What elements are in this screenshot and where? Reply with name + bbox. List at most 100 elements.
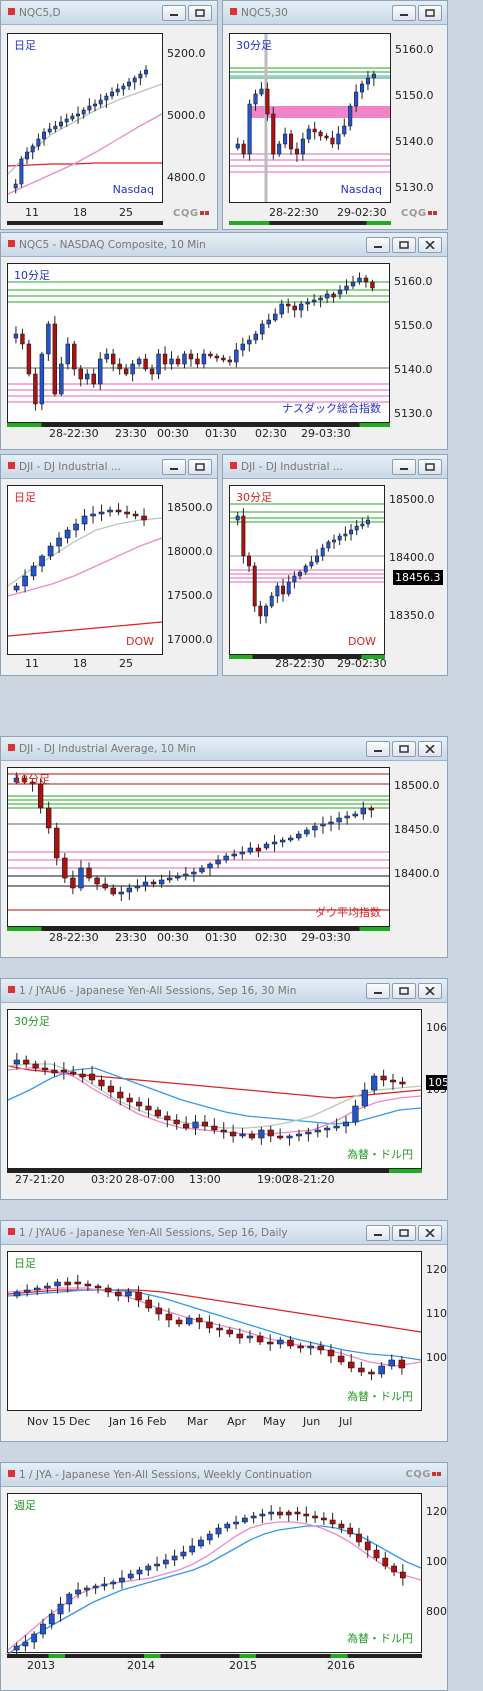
restore-button[interactable]	[418, 5, 442, 21]
x-tick-label: 19:00	[257, 1173, 289, 1186]
candle	[145, 1098, 152, 1118]
chart-plot-area[interactable]: 日足 為替・ドル円	[7, 1251, 422, 1411]
app-icon	[230, 462, 237, 469]
title-bar[interactable]: 1 / JYAU6 - Japanese Yen-All Sessions, S…	[1, 979, 447, 1003]
minimize-button[interactable]	[162, 459, 186, 475]
x-tick-label: 01:30	[205, 427, 237, 440]
candle	[312, 1511, 318, 1523]
close-button[interactable]	[418, 741, 442, 757]
chart-plot-area[interactable]: 30分足 為替・ドル円	[7, 1009, 422, 1169]
restore-button[interactable]	[188, 459, 212, 475]
instrument-label: 為替・ドル円	[347, 1390, 413, 1403]
chart-window-nqc5-10min[interactable]: NQC5 - NASDAQ Composite, 10 Min 10分足 ナスダッ…	[0, 232, 448, 450]
restore-button[interactable]	[392, 237, 416, 253]
chart-window-dji-daily[interactable]: DJI - DJ Industrial ... 日足 DOW 18500.0 180…	[0, 454, 218, 676]
minimize-button[interactable]	[366, 1225, 390, 1241]
close-button[interactable]	[418, 983, 442, 999]
moving-average-line	[7, 1067, 422, 1125]
window-title: 1 / JYAU6 - Japanese Yen-All Sessions, S…	[8, 985, 296, 997]
candle	[391, 1563, 397, 1577]
y-tick-label: 5160.0	[394, 275, 433, 288]
x-tick-label: 2013	[27, 1659, 55, 1672]
chart-window-nqc5-30min[interactable]: NQC5,30 30分足 Nasdaq 5160.0 5150.0 5140.0 513…	[222, 0, 448, 230]
window-title: 1 / JYA - Japanese Yen-All Sessions, Wee…	[8, 1469, 312, 1481]
minimize-button[interactable]	[392, 459, 416, 475]
restore-button[interactable]	[418, 459, 442, 475]
x-tick-label: 29-03:30	[301, 931, 351, 944]
title-bar[interactable]: NQC5,30	[223, 1, 447, 25]
candle	[337, 533, 342, 545]
candle	[328, 815, 334, 832]
chart-window-dji-30min[interactable]: DJI - DJ Industrial ... 30分足 DOW 18500.0 1…	[222, 454, 448, 676]
chart-plot-area[interactable]: 30分足 Nasdaq	[229, 33, 391, 203]
candle	[356, 1527, 362, 1547]
candle	[30, 143, 35, 160]
chart-window-jpy-weekly[interactable]: 1 / JYA - Japanese Yen-All Sessions, Wee…	[0, 1462, 448, 1691]
title-bar[interactable]: DJI - DJ Industrial Average, 10 Min	[1, 737, 447, 761]
chart-window-nqc5-daily[interactable]: NQC5,D 日足 Nasdaq 5200.0 5000.0 4800.0 11 18 2…	[0, 0, 218, 230]
close-button[interactable]	[418, 1225, 442, 1241]
minimize-button[interactable]	[366, 983, 390, 999]
minimize-icon	[374, 992, 382, 994]
candle	[399, 1564, 406, 1586]
x-tick-label: 28-07:00	[125, 1173, 175, 1186]
minimize-button[interactable]	[366, 237, 390, 253]
candle	[123, 363, 129, 377]
moving-average-line	[7, 537, 163, 597]
candle	[230, 1124, 237, 1143]
app-icon	[8, 240, 15, 247]
minimize-icon	[374, 246, 382, 248]
chart-window-jpy-30min[interactable]: 1 / JYAU6 - Japanese Yen-All Sessions, S…	[0, 978, 448, 1200]
window-controls	[162, 459, 212, 475]
chart-plot-area[interactable]: 30分足 DOW	[229, 485, 385, 655]
chart-plot-area[interactable]: 10分足 ダウ平均指数	[7, 767, 390, 927]
candle	[37, 778, 44, 814]
window-controls	[392, 5, 442, 21]
close-icon	[425, 745, 435, 753]
candle	[191, 867, 197, 882]
candle	[241, 1514, 248, 1525]
restore-button[interactable]	[392, 1225, 416, 1241]
minimize-button[interactable]	[162, 5, 186, 21]
chart-window-jpy-daily[interactable]: 1 / JYAU6 - Japanese Yen-All Sessions, S…	[0, 1220, 448, 1442]
chart-plot-area[interactable]: 日足 Nasdaq	[7, 33, 163, 203]
title-bar[interactable]: DJI - DJ Industrial ...	[1, 455, 217, 479]
chart-window-dji-10min[interactable]: DJI - DJ Industrial Average, 10 Min 10分足…	[0, 736, 448, 958]
session-strip	[229, 655, 385, 659]
restore-button[interactable]	[188, 5, 212, 21]
candle	[240, 337, 246, 357]
candle	[126, 883, 133, 900]
restore-icon	[195, 9, 205, 17]
restore-button[interactable]	[392, 983, 416, 999]
chart-plot-area[interactable]: 10分足 ナスダック総合指数	[7, 263, 390, 423]
candle	[277, 1128, 284, 1141]
restore-icon	[399, 241, 409, 249]
chart-plot-area[interactable]: 週足 為替・ドル円	[7, 1493, 422, 1656]
x-tick-label: 03:20	[91, 1173, 123, 1186]
title-bar[interactable]: NQC5,D	[1, 1, 217, 25]
candle	[207, 861, 213, 876]
candle	[358, 1361, 365, 1377]
chart-plot-area[interactable]: 日足 DOW	[7, 485, 163, 655]
candle	[115, 1288, 122, 1302]
minimize-button[interactable]	[392, 5, 416, 21]
candle	[201, 1115, 208, 1131]
candle	[250, 1511, 257, 1524]
candle	[138, 70, 143, 86]
candle	[93, 99, 97, 112]
candle	[224, 1521, 231, 1532]
instrument-label: Nasdaq	[340, 183, 382, 196]
minimize-icon	[170, 14, 178, 16]
restore-button[interactable]	[392, 741, 416, 757]
title-bar[interactable]: 1 / JYA - Japanese Yen-All Sessions, Wee…	[1, 1463, 447, 1487]
moving-average-line	[7, 83, 163, 175]
candle	[51, 1062, 58, 1077]
title-bar[interactable]: 1 / JYAU6 - Japanese Yen-All Sessions, S…	[1, 1221, 447, 1245]
close-button[interactable]	[418, 237, 442, 253]
title-bar[interactable]: NQC5 - NASDAQ Composite, 10 Min	[1, 233, 447, 257]
minimize-button[interactable]	[366, 741, 390, 757]
price-axis: 18500.0 18400.0 18350.0	[389, 485, 445, 655]
title-bar[interactable]: DJI - DJ Industrial ...	[223, 455, 447, 479]
candle	[33, 367, 38, 411]
x-tick-label: 28-21:20	[285, 1173, 335, 1186]
